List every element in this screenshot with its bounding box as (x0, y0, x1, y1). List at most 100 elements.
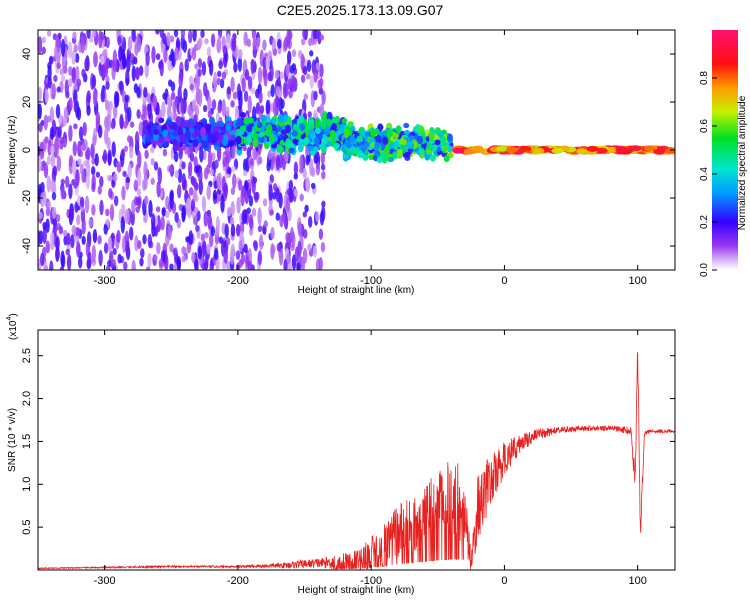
spectrogram-cell (198, 37, 203, 47)
spectrogram-cell (275, 212, 280, 221)
spectrogram-cell (265, 128, 271, 137)
spectrogram-cell (91, 204, 96, 216)
spectrogram-cell (320, 120, 327, 130)
spectrogram-cell (179, 132, 186, 143)
spectrogram-cell (289, 65, 294, 74)
colorbar-ticks: 0.0 0.2 0.4 0.6 0.8 (699, 71, 717, 277)
spectrogram-cell (99, 176, 104, 188)
spectrogram-cell (238, 239, 243, 253)
spectrogram-cell (185, 236, 190, 243)
spectrogram-cell (288, 179, 294, 191)
spectrogram-cell (586, 145, 599, 152)
spectrogram-cell (250, 58, 255, 74)
spectrogram-band (235, 110, 348, 156)
spectrogram-cell (121, 53, 127, 70)
spectrogram-cell (87, 251, 92, 269)
spectrogram-cell (246, 125, 253, 133)
y-tick-label: 40 (21, 48, 33, 60)
spectrogram-cell (71, 49, 76, 65)
snr-y-label: SNR (10 * v/v) (7, 408, 18, 472)
spectrogram-cell (428, 131, 435, 141)
spectrogram-cell (43, 265, 49, 270)
snr-series-line (38, 352, 675, 570)
spectrogram-cell (156, 242, 161, 255)
spectrogram-cell (278, 248, 284, 266)
spectrogram-cell (277, 38, 282, 49)
spectrogram-cell (158, 117, 165, 124)
spectrogram-cell (201, 195, 207, 212)
spectrogram-cell (321, 200, 326, 208)
spectrogram-cell (46, 155, 51, 166)
spectrogram-cell (388, 156, 395, 162)
spectrogram-cell (506, 146, 518, 153)
spectrogram-cell (152, 95, 158, 109)
spectrogram-cell (213, 130, 220, 141)
spectrogram-cell (162, 148, 168, 157)
spectrogram-cell (117, 35, 122, 46)
spectrogram-cell (145, 266, 151, 270)
spectrogram-cell (177, 184, 182, 199)
spectrogram-cell (305, 154, 310, 166)
spectrogram-cell (308, 215, 313, 228)
spectrogram-cell (202, 262, 207, 270)
x-tick-label: -200 (227, 275, 249, 287)
spectrogram-cell (50, 152, 56, 168)
spectrogram-cell (81, 68, 86, 78)
spectrogram-cell (252, 176, 258, 184)
spectrogram-band (452, 145, 675, 155)
spectrogram-cell (311, 182, 316, 190)
spectrogram-cell (262, 66, 267, 78)
spectrogram-cell (276, 242, 282, 252)
spectrogram-cell (252, 38, 257, 51)
spectrogram-cell (142, 128, 149, 135)
spectrogram-cell (100, 89, 105, 103)
spectrogram-cell (286, 30, 291, 48)
spectrogram-cell (68, 124, 73, 142)
spectrogram-cell (52, 165, 58, 177)
spectrogram-cell (315, 161, 321, 176)
spectrogram-cell (386, 130, 392, 137)
spectrogram-cell (72, 159, 77, 176)
spectrogram-cell (201, 135, 208, 142)
spectrogram-cell (169, 35, 175, 43)
spectrogram-cell (129, 226, 134, 241)
spectrogram-cell (167, 103, 172, 121)
spectrogram-cell (186, 197, 191, 210)
spectrogram-cell (314, 30, 319, 40)
spectrogram-band (341, 121, 454, 164)
spectrogram-cell (319, 34, 325, 41)
spectrogram-cell (73, 89, 78, 106)
spectrogram-cell (121, 185, 126, 201)
spectrogram-cell (443, 155, 450, 163)
spectrogram-cell (244, 68, 250, 81)
spectrogram-cell (223, 182, 229, 198)
spectrogram-cell (252, 240, 258, 249)
spectrogram-cell (151, 213, 156, 230)
spectrogram-cell (437, 131, 444, 138)
spectrogram-cell (269, 64, 274, 82)
y-tick-label: 2.5 (21, 348, 33, 363)
colorbar-tick-label: 0.2 (699, 215, 710, 229)
spectrogram-cell (285, 196, 291, 213)
spectrogram-cell (197, 58, 203, 69)
spectrogram-cell (148, 200, 153, 218)
spectrogram-cell (265, 55, 270, 71)
spectrogram-cell (41, 36, 46, 44)
spectrogram-cell (284, 149, 289, 162)
spectrogram-cell (134, 235, 139, 252)
spectrogram-cell (246, 207, 251, 214)
spectrogram-cell (257, 132, 264, 138)
spectrogram-cell (181, 246, 186, 255)
spectrogram-cell (172, 248, 177, 256)
spectrogram-cell (120, 216, 126, 234)
spectrogram-cell (62, 116, 67, 127)
spectrogram-cell (226, 206, 232, 217)
spectrogram-cell (246, 38, 251, 48)
spectrogram-cell (446, 133, 453, 143)
spectrogram-cell (91, 165, 96, 176)
spectrogram-cell (103, 224, 108, 235)
spectrogram-cell (551, 147, 564, 154)
spectrogram-cell (155, 53, 161, 61)
spectrogram-cell (363, 141, 370, 148)
spectrogram-cell (358, 126, 365, 133)
